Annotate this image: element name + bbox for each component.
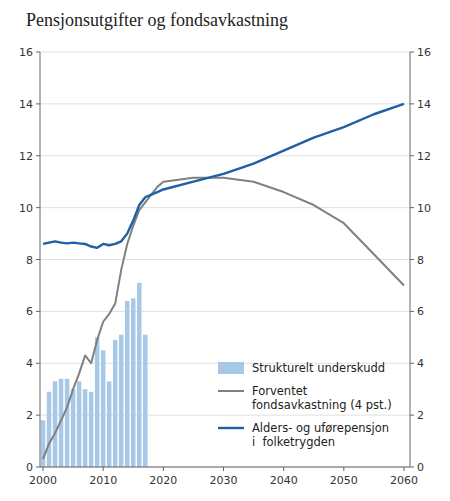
bar bbox=[83, 389, 88, 467]
x-tick-label: 2010 bbox=[89, 474, 117, 487]
bar bbox=[113, 340, 118, 467]
y-tick bbox=[36, 155, 40, 156]
legend-entry: Forventetfondsavkastning (4 pst.) bbox=[252, 384, 392, 412]
x-tick-label: 2040 bbox=[270, 474, 298, 487]
bar bbox=[95, 337, 100, 467]
x-tick-label: 2050 bbox=[330, 474, 358, 487]
title: Pensjonsutgifter og fondsavkastning bbox=[26, 10, 288, 30]
bar bbox=[125, 301, 130, 467]
bar bbox=[65, 379, 70, 467]
grid-line bbox=[40, 311, 410, 312]
y-tick bbox=[36, 415, 40, 416]
y2-tick bbox=[410, 311, 414, 312]
y-tick-label: 6 bbox=[26, 305, 33, 318]
bar bbox=[137, 283, 142, 467]
plot-area bbox=[41, 104, 404, 467]
y-tick-label: 0 bbox=[26, 461, 33, 474]
bar bbox=[101, 350, 106, 467]
y2-tick-label: 0 bbox=[417, 461, 424, 474]
legend-swatch bbox=[218, 427, 244, 429]
y2-tick bbox=[410, 52, 414, 53]
y-tick bbox=[36, 467, 40, 468]
bar bbox=[107, 381, 112, 467]
y-tick bbox=[36, 52, 40, 53]
bar bbox=[77, 381, 82, 467]
x-tick bbox=[103, 467, 104, 471]
legend-entry: Alders- og uførepensjoni folketrygden bbox=[252, 421, 389, 449]
legend: Strukturelt underskudd Forventetfondsavka… bbox=[218, 361, 392, 449]
x-tick-label: 2000 bbox=[29, 474, 57, 487]
y2-tick-label: 16 bbox=[417, 46, 431, 59]
x-tick bbox=[343, 467, 344, 471]
legend-swatch bbox=[218, 390, 244, 392]
y-tick-label: 12 bbox=[19, 150, 33, 163]
y2-tick-label: 2 bbox=[417, 409, 424, 422]
grid-line bbox=[40, 103, 410, 104]
x-tick bbox=[43, 467, 44, 471]
y2-tick-label: 4 bbox=[417, 357, 424, 370]
y2-tick bbox=[410, 415, 414, 416]
grid-line bbox=[40, 207, 410, 208]
legend-swatch bbox=[218, 362, 244, 374]
bar bbox=[119, 335, 124, 467]
legend-entry: Strukturelt underskudd bbox=[252, 361, 385, 375]
y-tick-label: 10 bbox=[19, 202, 33, 215]
legend-line: fondsavkastning (4 pst.) bbox=[252, 398, 392, 412]
bar bbox=[89, 392, 94, 467]
x-tick bbox=[403, 467, 404, 471]
legend-line: Strukturelt underskudd bbox=[252, 361, 385, 375]
x-tick-label: 2060 bbox=[390, 474, 418, 487]
y-tick bbox=[36, 103, 40, 104]
chart: Pensjonsutgifter og fondsavkastning 0 2 4 6 8… bbox=[0, 0, 450, 501]
line bbox=[43, 178, 404, 459]
x-axis-line bbox=[40, 467, 410, 468]
y2-tick bbox=[410, 207, 414, 208]
y2-tick-label: 10 bbox=[417, 202, 431, 215]
y-tick bbox=[36, 259, 40, 260]
y2-tick-label: 6 bbox=[417, 305, 424, 318]
y2-tick bbox=[410, 363, 414, 364]
bar bbox=[131, 298, 136, 467]
y-tick bbox=[36, 207, 40, 208]
y-tick bbox=[36, 311, 40, 312]
bar bbox=[143, 335, 148, 467]
y-tick-label: 2 bbox=[26, 409, 33, 422]
bar bbox=[53, 381, 58, 467]
grid-line bbox=[40, 52, 410, 53]
y2-tick-label: 8 bbox=[417, 254, 424, 267]
y-tick-label: 8 bbox=[26, 254, 33, 267]
y2-axis-line bbox=[410, 52, 411, 467]
y-tick bbox=[36, 363, 40, 364]
legend-line: Forventet bbox=[252, 384, 308, 398]
y2-tick bbox=[410, 155, 414, 156]
bar bbox=[47, 392, 52, 467]
grid-line bbox=[40, 155, 410, 156]
y2-tick bbox=[410, 467, 414, 468]
y-axis-line bbox=[40, 52, 41, 467]
x-tick bbox=[283, 467, 284, 471]
bar bbox=[41, 420, 46, 467]
y2-tick-label: 12 bbox=[417, 150, 431, 163]
y2-tick-label: 14 bbox=[417, 98, 431, 111]
x-tick bbox=[223, 467, 224, 471]
line bbox=[43, 104, 404, 248]
grid-line bbox=[40, 467, 410, 468]
x-tick-label: 2020 bbox=[149, 474, 177, 487]
y2-tick bbox=[410, 259, 414, 260]
x-tick bbox=[163, 467, 164, 471]
bar bbox=[71, 389, 76, 467]
y-tick-label: 16 bbox=[19, 46, 33, 59]
y-tick-label: 14 bbox=[19, 98, 33, 111]
legend-line: Alders- og uførepensjon bbox=[252, 421, 389, 435]
y-tick-label: 4 bbox=[26, 357, 33, 370]
y2-tick bbox=[410, 103, 414, 104]
grid-line bbox=[40, 259, 410, 260]
x-tick-label: 2030 bbox=[209, 474, 237, 487]
legend-line: i folketrygden bbox=[252, 435, 335, 449]
